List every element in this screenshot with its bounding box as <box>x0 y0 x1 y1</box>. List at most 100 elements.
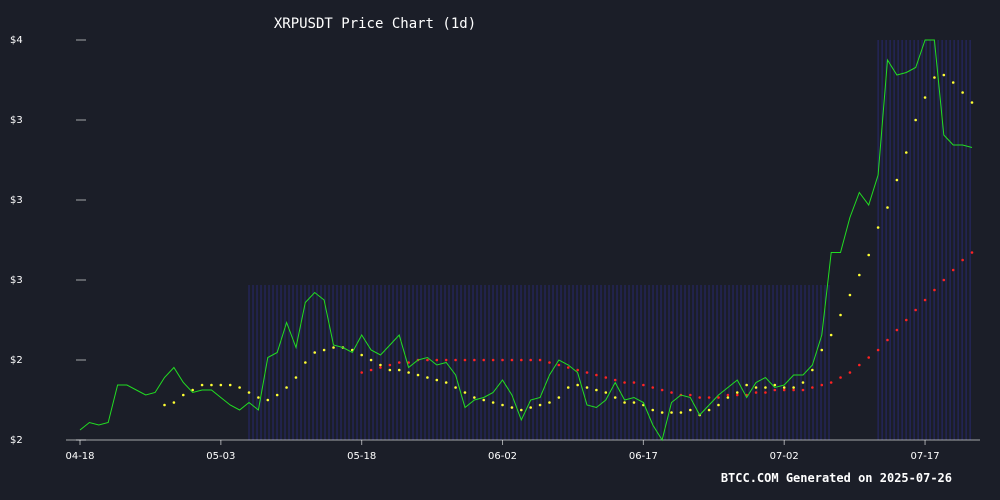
ma20-point <box>473 396 476 399</box>
ma20-point <box>829 333 833 337</box>
ma20-point <box>200 383 204 387</box>
ma20-point <box>942 73 946 77</box>
ma50-point <box>651 386 655 389</box>
ma20-point <box>595 388 598 392</box>
ma50-point <box>613 378 617 382</box>
ma50-point <box>595 373 598 377</box>
ma50-point <box>670 391 673 394</box>
y-tick-label: $2 <box>10 435 23 446</box>
band-layer <box>248 40 971 440</box>
ma20-point <box>388 368 392 372</box>
ma50-point <box>632 381 636 384</box>
y-tick-label: $3 <box>10 115 23 126</box>
y-tick-label: $3 <box>10 275 23 286</box>
ma50-point <box>379 366 382 369</box>
credit-text: BTCC.COM Generated on 2025-07-26 <box>721 471 952 485</box>
ma50-point <box>689 393 692 397</box>
ma20-point <box>867 253 871 257</box>
ma20-point <box>970 101 974 104</box>
ma20-point <box>670 411 673 414</box>
x-tick-label: 06-02 <box>488 451 517 462</box>
ma50-point <box>895 328 899 332</box>
ma50-point <box>510 358 514 362</box>
ma50-series <box>360 251 974 399</box>
ma20-point <box>510 406 514 409</box>
ma20-point <box>764 386 767 389</box>
ma20-point <box>613 396 617 399</box>
ma20-point <box>520 408 523 412</box>
ma20-point <box>604 391 608 394</box>
ma20-point <box>848 293 852 297</box>
ma50-point <box>820 383 824 387</box>
ma20-point <box>463 391 467 394</box>
ma50-point <box>886 338 889 342</box>
ma50-point <box>923 298 927 302</box>
ma20-point <box>754 386 758 389</box>
ma20-point <box>745 383 748 387</box>
ma50-point <box>585 371 589 374</box>
axes-layer: $2 $2 $3 $3 $3 $4 04-18 05-03 05-18 06-02 06-17 07-… <box>10 35 980 462</box>
ma20-point <box>294 376 298 379</box>
ma20-point <box>566 386 570 389</box>
ma20-point <box>623 401 626 404</box>
ma20-point <box>304 361 307 364</box>
ma20-point <box>632 401 636 404</box>
x-tick-label: 04-18 <box>65 451 94 462</box>
ma20-point <box>529 406 532 409</box>
ma20-point <box>792 386 795 389</box>
ma20-point <box>491 401 495 404</box>
ma50-point <box>876 348 880 352</box>
ma50-point <box>726 393 730 397</box>
ma20-point <box>726 396 730 399</box>
ma50-point <box>557 363 561 367</box>
ma20-point <box>773 383 777 387</box>
ma50-point <box>623 381 626 384</box>
ma50-point <box>435 358 439 362</box>
ma20-point <box>651 408 655 412</box>
y-tick-label: $2 <box>10 355 23 366</box>
ma20-point <box>707 408 711 412</box>
ma50-point <box>773 388 777 392</box>
ma50-point <box>951 268 955 272</box>
ma20-point <box>444 381 448 384</box>
ma50-point <box>942 278 946 282</box>
ma20-point <box>313 351 317 354</box>
ma20-point <box>876 226 880 229</box>
ma50-point <box>642 383 645 387</box>
ma20-point <box>379 363 382 367</box>
ma50-point <box>858 363 861 367</box>
ma20-point <box>407 371 410 374</box>
ma20-point <box>369 358 373 362</box>
ma50-point <box>548 361 551 364</box>
ma50-point <box>426 358 429 362</box>
chart-title: XRPUSDT Price Chart (1d) <box>274 16 476 32</box>
ma20-point <box>247 391 251 394</box>
ma20-point <box>557 396 561 399</box>
ma50-point <box>829 381 833 384</box>
ma20-point <box>576 383 579 387</box>
x-tick-label: 07-17 <box>911 451 940 462</box>
ma20-point <box>275 393 279 397</box>
ma50-point <box>407 361 410 364</box>
ma50-point <box>454 358 457 362</box>
ma50-point <box>792 388 795 392</box>
ma50-point <box>698 396 702 399</box>
ma20-point <box>904 151 908 154</box>
ma50-point <box>735 393 739 397</box>
ma50-point <box>782 388 786 392</box>
ma20-point <box>735 391 739 394</box>
ma20-point <box>219 383 223 387</box>
ma20-point <box>820 348 824 352</box>
ma20-point <box>679 411 683 414</box>
ma50-point <box>576 368 579 372</box>
x-tick-label: 07-02 <box>770 451 799 462</box>
ma50-point <box>604 376 608 379</box>
ma20-point <box>210 383 213 387</box>
ma20-point <box>482 398 486 402</box>
ma50-point <box>707 396 711 399</box>
ma20-point <box>257 396 260 399</box>
ma50-point <box>811 386 814 389</box>
ma20-point <box>782 386 786 389</box>
ma20-point <box>923 96 927 99</box>
ma20-point <box>839 313 842 317</box>
